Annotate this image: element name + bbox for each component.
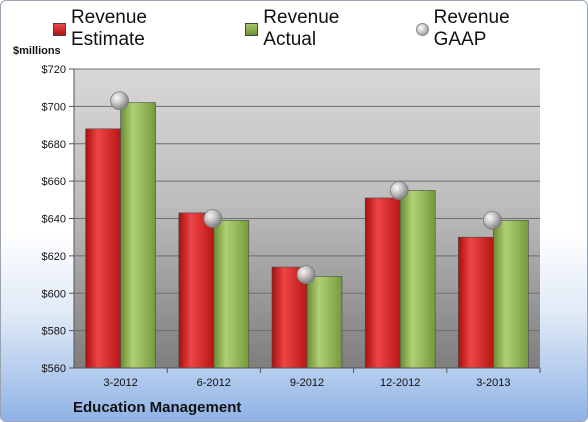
legend-swatch-revenue-actual bbox=[245, 22, 259, 36]
bar-revenue-estimate bbox=[364, 197, 401, 369]
x-tick-label: 12-2012 bbox=[380, 377, 420, 389]
bar-revenue-estimate bbox=[271, 266, 308, 369]
x-tick-label: 6-2012 bbox=[197, 377, 231, 389]
y-tick-label: $660 bbox=[42, 176, 66, 188]
legend-label-revenue-actual: Revenue Actual bbox=[263, 7, 340, 50]
x-tick-label: 3-2013 bbox=[476, 377, 510, 389]
company-name: Education Management bbox=[73, 399, 242, 416]
bar-revenue-actual bbox=[493, 220, 529, 369]
y-tick-label: $620 bbox=[42, 251, 66, 263]
y-axis-unit-label: $millions bbox=[13, 45, 61, 57]
bar-revenue-estimate bbox=[458, 236, 494, 369]
marker-revenue-gaap bbox=[389, 181, 409, 200]
bar-revenue-actual bbox=[306, 276, 343, 369]
bar-revenue-estimate bbox=[178, 212, 215, 369]
y-tick-label: $580 bbox=[42, 326, 66, 338]
legend-label-revenue-gaap: Revenue GAAP bbox=[433, 7, 510, 50]
legend-item-revenue-actual: Revenue Actual bbox=[245, 7, 395, 51]
bar-revenue-actual bbox=[399, 190, 436, 369]
legend-swatch-revenue-gaap bbox=[415, 22, 429, 36]
legend-item-revenue-gaap: Revenue GAAP bbox=[415, 7, 567, 51]
bar-revenue-actual bbox=[120, 102, 156, 369]
marker-revenue-gaap bbox=[203, 209, 223, 228]
marker-revenue-gaap bbox=[482, 210, 502, 230]
x-tick-label: 3-2012 bbox=[103, 377, 137, 389]
y-tick-label: $640 bbox=[42, 214, 66, 226]
y-tick-label: $680 bbox=[42, 139, 66, 151]
y-tick-label: $720 bbox=[42, 64, 66, 76]
legend-swatch-revenue-estimate bbox=[53, 22, 66, 36]
bar-revenue-actual bbox=[213, 220, 250, 369]
marker-revenue-gaap bbox=[110, 91, 129, 111]
legend-label-revenue-estimate: Revenue Estimate bbox=[70, 7, 147, 50]
legend: Revenue Estimate Revenue Actual Revenue … bbox=[53, 7, 587, 50]
y-tick-label: $700 bbox=[42, 101, 66, 113]
y-tick-label: $600 bbox=[42, 288, 66, 300]
bar-revenue-estimate bbox=[85, 128, 121, 369]
x-tick-label: 9-2012 bbox=[290, 377, 324, 389]
y-tick-label: $560 bbox=[42, 363, 66, 375]
marker-revenue-gaap bbox=[296, 265, 316, 284]
legend-item-revenue-estimate: Revenue Estimate bbox=[53, 7, 225, 51]
